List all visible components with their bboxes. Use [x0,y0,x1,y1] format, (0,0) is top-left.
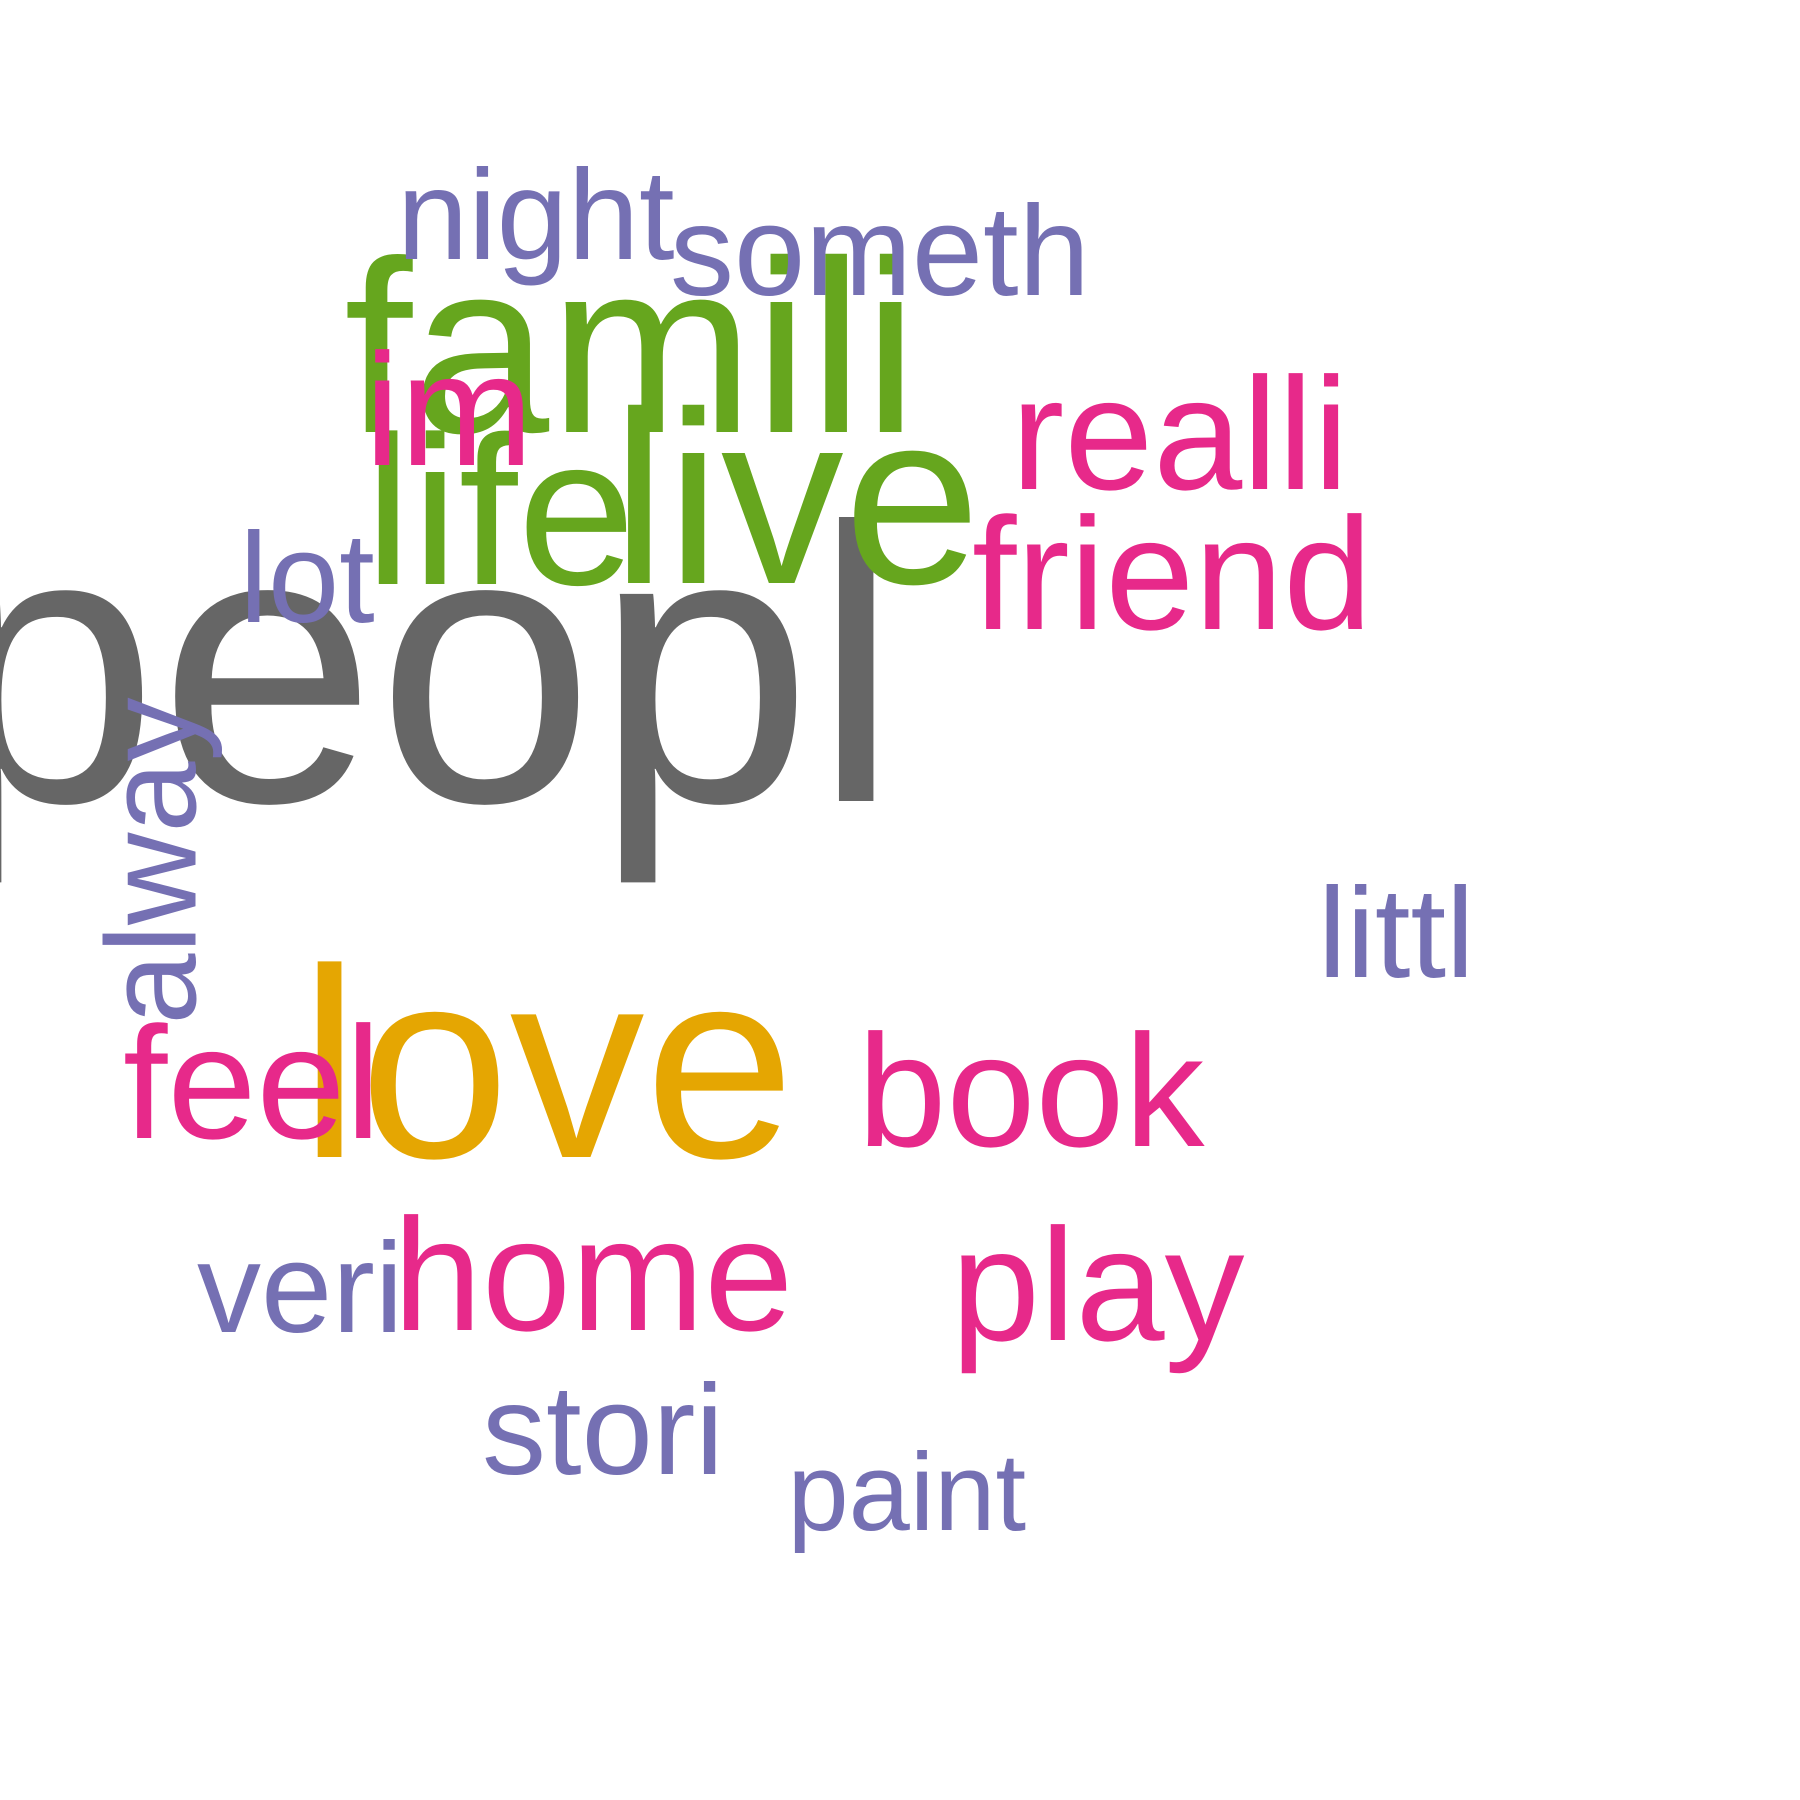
word-realli: realli [1011,344,1349,523]
word-play: play [951,1195,1245,1374]
word-peopl: peopl [0,447,900,885]
word-live: live [611,361,981,636]
word-feel: feel [123,993,381,1172]
word-night: night [397,144,675,287]
word-famili: famili [344,210,919,485]
word-lot: lot [239,507,375,650]
word-home: home [393,1185,794,1364]
word-littl: littl [1318,862,1475,1005]
word-love: love [299,914,795,1215]
word-life: life [364,392,636,629]
word-friend: friend [972,484,1373,663]
word-veri: veri [197,1217,404,1360]
word-paint: paint [787,1431,1027,1554]
word-alway: alway [80,697,224,1025]
word-someth: someth [670,180,1090,323]
word-im: im [364,320,534,499]
word-stori: stori [482,1359,724,1502]
word-book: book [857,1001,1205,1180]
